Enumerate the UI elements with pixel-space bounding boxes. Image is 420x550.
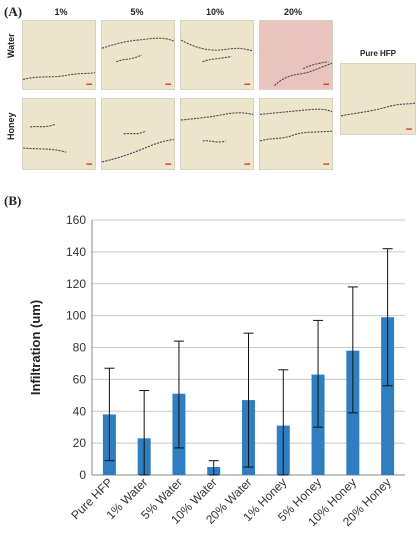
bar	[381, 317, 395, 475]
column-label-10pct: 10%	[205, 7, 224, 17]
fiber-strand	[302, 61, 329, 70]
scale-bar	[86, 83, 93, 85]
pure-hfp-label: Pure HFP	[360, 49, 397, 58]
tissue-background	[341, 64, 415, 134]
scale-bar	[165, 83, 172, 85]
fiber-strand	[102, 37, 174, 49]
micrograph-honey-10pct	[180, 98, 254, 170]
fiber-strand	[273, 62, 332, 86]
y-axis-label: Infiltration (um)	[28, 300, 43, 395]
y-tick-label: 0	[79, 468, 86, 482]
row-label-water: Water	[6, 33, 16, 58]
scale-bar	[244, 83, 251, 85]
tissue-background	[102, 21, 174, 89]
y-tick-label: 40	[73, 404, 87, 418]
y-tick-label: 100	[66, 309, 86, 323]
fiber-strand	[181, 39, 253, 52]
column-label-1pct: 1%	[54, 7, 68, 17]
y-tick-label: 140	[66, 245, 86, 259]
fiber-strand	[23, 147, 67, 153]
column-label-5pct: 5%	[130, 7, 144, 17]
y-tick-label: 20	[73, 436, 87, 450]
micrograph-pure-hfp	[340, 63, 416, 135]
y-tick-label: 120	[66, 277, 86, 291]
micrograph-water-5pct	[101, 20, 175, 90]
micrograph-water-20pct	[259, 20, 333, 90]
fiber-strand	[123, 130, 146, 135]
fiber-strand	[202, 140, 226, 143]
tissue-background	[23, 21, 95, 89]
micrograph-honey-5pct	[101, 98, 175, 170]
y-tick-label: 160	[66, 213, 86, 227]
fiber-strand	[260, 108, 332, 115]
fiber-strand	[260, 130, 332, 142]
fiber-strand	[30, 123, 56, 128]
column-label-20pct: 20%	[283, 7, 302, 17]
tissue-background	[181, 99, 253, 169]
micrograph-water-1pct	[22, 20, 96, 90]
scale-bar	[323, 163, 330, 165]
y-tick-label: 80	[73, 341, 87, 355]
tissue-background	[260, 21, 332, 89]
scale-bar	[86, 163, 93, 165]
fiber-strand	[181, 112, 253, 121]
micrograph-honey-1pct	[22, 98, 96, 170]
micrograph-water-10pct	[180, 20, 254, 90]
scale-bar	[406, 128, 413, 130]
scale-bar	[244, 163, 251, 165]
scale-bar	[323, 83, 330, 85]
fiber-strand	[341, 102, 415, 117]
panel-b-label: (B)	[4, 193, 22, 208]
fiber-strand	[23, 72, 95, 81]
fiber-strand	[116, 54, 142, 63]
tissue-background	[23, 99, 95, 169]
y-tick-label: 60	[73, 372, 87, 386]
row-label-honey: Honey	[6, 112, 16, 140]
panel-a-label: (A)	[4, 4, 23, 19]
tissue-background	[181, 21, 253, 89]
micrograph-honey-20pct	[259, 98, 333, 170]
fiber-strand	[202, 55, 232, 63]
scale-bar	[165, 163, 172, 165]
